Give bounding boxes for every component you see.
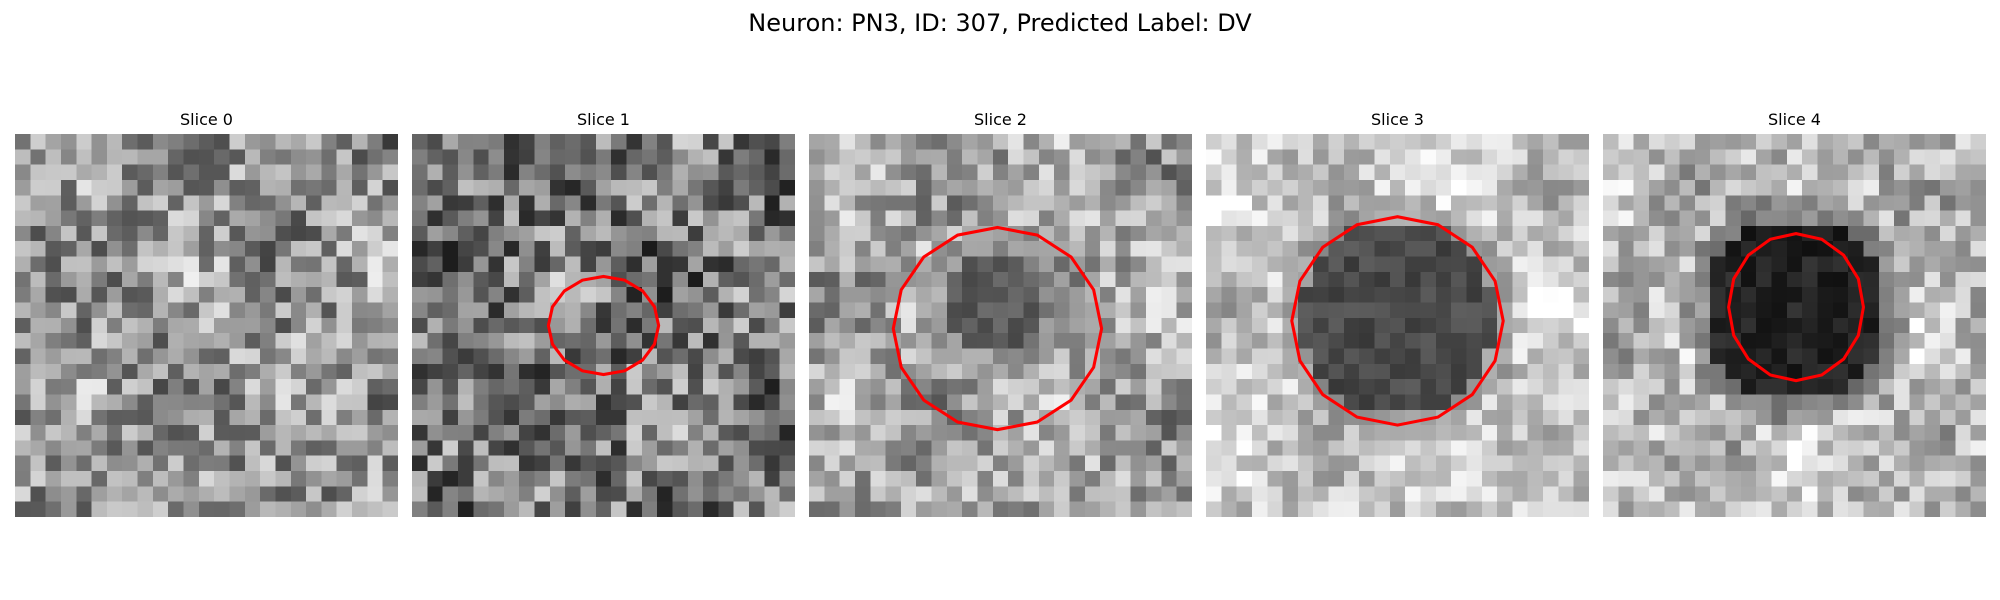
- segmentation-contour: [546, 274, 661, 377]
- slice-image: [15, 134, 398, 517]
- figure-title: Neuron: PN3, ID: 307, Predicted Label: D…: [748, 9, 1252, 37]
- slice-title: Slice 2: [974, 110, 1027, 129]
- slice-image: [1206, 134, 1589, 517]
- slice-image: [412, 134, 795, 517]
- slice-title: Slice 3: [1371, 110, 1424, 129]
- slice-image: [1603, 134, 1986, 517]
- slice-image: [809, 134, 1192, 517]
- segmentation-contour: [1727, 232, 1865, 383]
- slice-title: Slice 1: [577, 110, 630, 129]
- segmentation-contour: [1290, 215, 1505, 427]
- slice-title: Slice 0: [180, 110, 233, 129]
- slice-title: Slice 4: [1768, 110, 1821, 129]
- segmentation-contour: [891, 225, 1104, 432]
